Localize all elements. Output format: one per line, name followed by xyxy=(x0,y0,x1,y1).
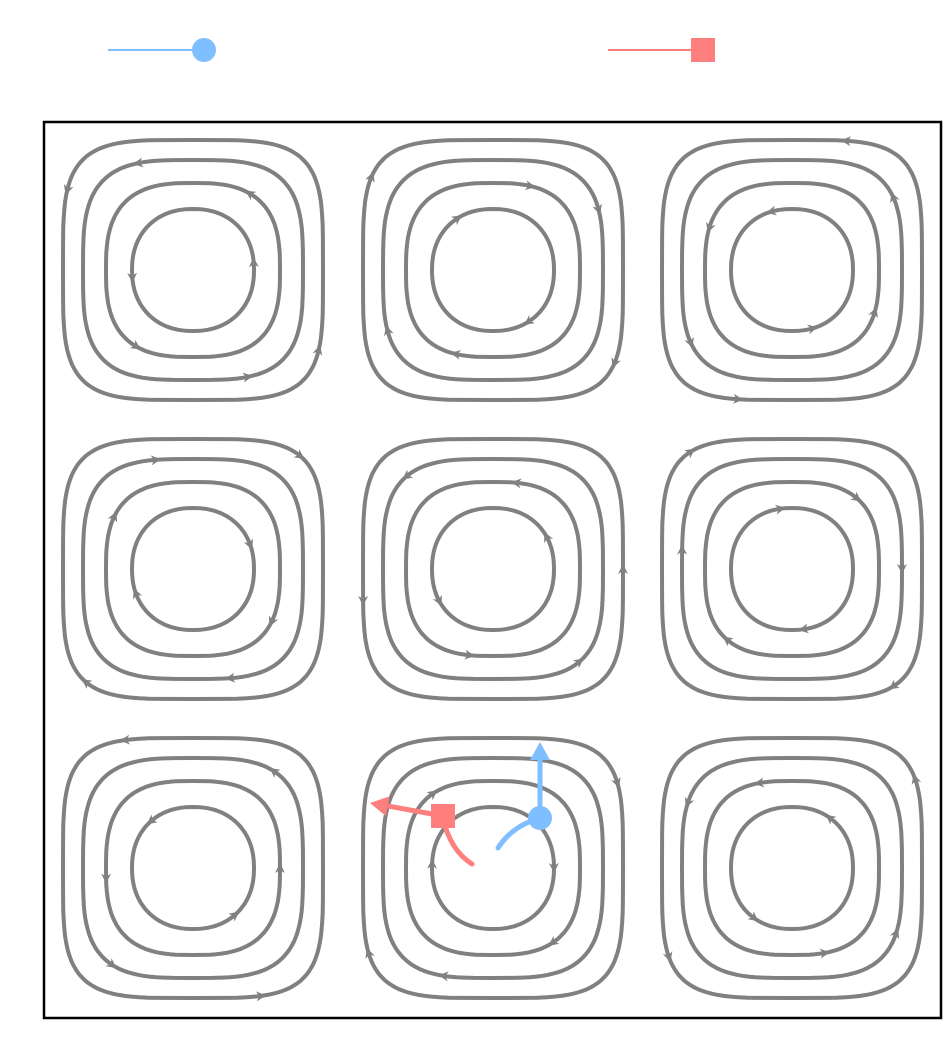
vortex-cell-r2-c2 xyxy=(660,736,924,1000)
streamline-ring xyxy=(430,207,556,333)
agent-b-square-marker xyxy=(431,804,455,828)
streamline-ring xyxy=(381,457,605,681)
vortex-cell-r2-c1 xyxy=(361,736,625,1000)
streamline-ring xyxy=(130,805,256,931)
streamline-ring xyxy=(660,437,924,701)
streamline-ring xyxy=(81,158,305,382)
streamline-ring xyxy=(703,181,881,359)
agent-a-circle-marker xyxy=(528,806,552,830)
legend-item-agent-b xyxy=(608,38,715,62)
streamline-ring xyxy=(61,736,325,1000)
streamline-ring xyxy=(404,480,582,658)
streamline-ring xyxy=(361,736,625,1000)
streamline-ring xyxy=(104,779,282,957)
streamline-ring xyxy=(130,207,256,333)
vortex-cell-r0-c0 xyxy=(61,138,325,402)
legend-square-marker xyxy=(691,38,715,62)
streamline-ring xyxy=(104,480,282,658)
legend-circle-marker xyxy=(192,38,216,62)
agents-layer xyxy=(370,742,552,867)
streamline-ring xyxy=(404,181,582,359)
streamline-ring xyxy=(660,138,924,402)
streamline-ring xyxy=(729,207,855,333)
streamline-ring xyxy=(130,506,256,632)
streamline-ring xyxy=(81,756,305,980)
streamline-ring xyxy=(381,158,605,382)
streamline-ring xyxy=(404,779,582,957)
streamline-ring xyxy=(361,437,625,701)
agent-b-arrow-icon xyxy=(370,796,390,817)
streamline-ring xyxy=(381,756,605,980)
streamline-ring xyxy=(680,457,904,681)
vortex-cell-r1-c1 xyxy=(358,437,628,701)
plot-frame xyxy=(42,120,943,1020)
streamline-ring xyxy=(703,480,881,658)
streamline-ring xyxy=(729,805,855,931)
streamline-ring xyxy=(81,457,305,681)
streamline-ring xyxy=(361,138,625,402)
vortex-cell-r1-c0 xyxy=(61,437,325,701)
streamline-ring xyxy=(61,138,325,402)
vortex-cell-r2-c0 xyxy=(61,734,325,1002)
vortex-cell-r0-c2 xyxy=(660,136,924,404)
streamline-ring xyxy=(729,506,855,632)
vortex-cell-r0-c1 xyxy=(361,138,625,402)
streamline-ring xyxy=(660,736,924,1000)
streamline-cells xyxy=(61,136,924,1002)
streamline-ring xyxy=(680,158,904,382)
agent-a-arrow-icon xyxy=(530,742,550,760)
vortex-cell-r1-c2 xyxy=(660,437,924,701)
streamline-ring xyxy=(680,756,904,980)
legend xyxy=(108,38,715,62)
streamline-ring xyxy=(61,437,325,701)
legend-item-agent-a xyxy=(108,38,216,62)
streamline-ring xyxy=(430,506,556,632)
streamline-ring xyxy=(703,779,881,957)
